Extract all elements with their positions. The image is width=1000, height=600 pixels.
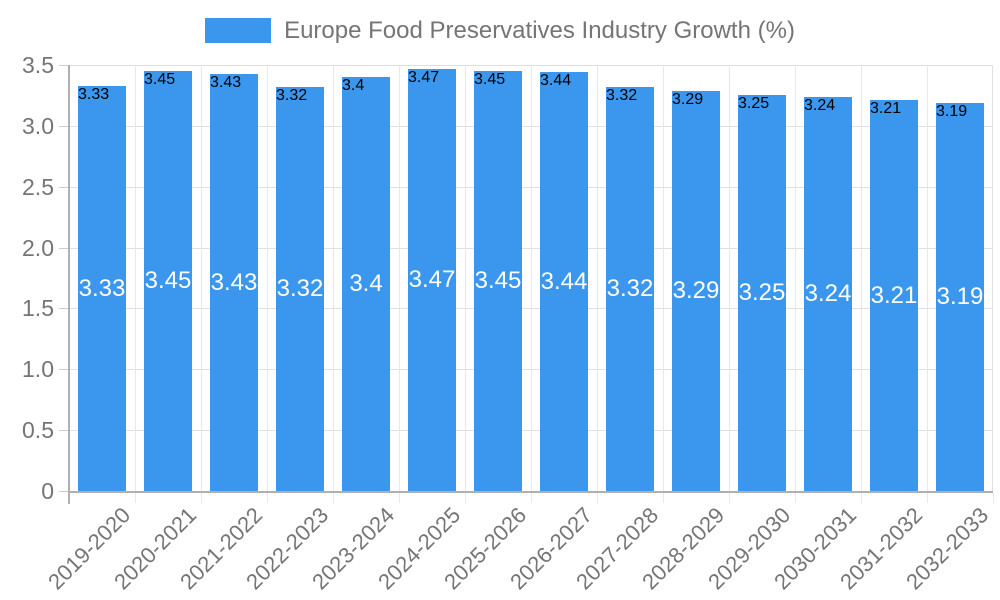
bar-value-label: 3.32 [606,275,654,302]
bar[interactable]: 3.29 [672,91,720,491]
x-axis-tick [927,493,928,503]
v-gridline [663,65,664,491]
bar[interactable]: 3.32 [276,87,324,491]
v-gridline [861,65,862,491]
bar[interactable]: 3.21 [870,100,918,491]
x-axis-tick [267,493,268,503]
bar[interactable]: 3.24 [804,97,852,491]
bar[interactable]: 3.25 [738,95,786,491]
v-gridline [927,65,928,491]
x-axis-tick [465,493,466,503]
bar-value-label: 3.4 [349,270,383,297]
y-axis-tick-label: 2.0 [22,235,54,261]
y-axis-tick [59,248,69,249]
y-axis-tick-label: 1.5 [22,295,54,321]
bar[interactable]: 3.32 [606,87,654,491]
v-gridline [531,65,532,491]
bar[interactable]: 3.45 [144,71,192,491]
y-axis-tick-label: 3.5 [22,52,54,78]
y-axis-tick [59,187,69,188]
v-gridline [729,65,730,491]
bar-value-label: 3.45 [474,267,522,294]
bar[interactable]: 3.44 [540,72,588,491]
y-axis-tick [59,369,69,370]
x-axis-tick [729,493,730,503]
y-axis-tick [59,126,69,127]
y-axis-tick-label: 2.5 [22,174,54,200]
v-gridline [465,65,466,491]
plot-right-border [992,65,993,493]
v-gridline [135,65,136,491]
y-axis-tick [59,65,69,66]
legend-label: Europe Food Preservatives Industry Growt… [284,16,795,44]
bar-value-label: 3.45 [144,267,192,294]
y-axis-tick-label: 3.0 [22,113,54,139]
y-axis-tick [59,308,69,309]
legend-swatch [205,18,272,43]
y-axis-tick [59,430,69,431]
bar-value-label: 3.25 [738,279,786,306]
bar[interactable]: 3.47 [408,69,456,491]
bar-value-label: 3.29 [672,277,720,304]
bar-value-label: 3.32 [276,275,324,302]
y-axis-line [68,65,70,504]
legend[interactable]: Europe Food Preservatives Industry Growt… [0,17,1000,44]
bar-value-label: 3.19 [936,283,984,310]
v-gridline [597,65,598,491]
y-axis-tick [59,491,69,492]
x-axis-tick [597,493,598,503]
v-gridline [333,65,334,491]
bar-value-label: 3.43 [210,269,258,296]
x-axis-line [68,491,993,493]
bar-value-label: 3.21 [870,282,918,309]
bar[interactable]: 3.33 [78,86,126,491]
v-gridline [795,65,796,491]
v-gridline [399,65,400,491]
v-gridline [201,65,202,491]
y-axis-tick-label: 1.0 [22,356,54,382]
x-axis-tick [201,493,202,503]
x-axis-tick [663,493,664,503]
x-axis-tick [333,493,334,503]
bar-value-label: 3.47 [408,266,456,293]
bar[interactable]: 3.4 [342,77,390,491]
y-axis-tick-label: 0 [41,478,54,504]
bar[interactable]: 3.45 [474,71,522,491]
y-axis-tick-label: 0.5 [22,417,54,443]
x-axis-tick [135,493,136,503]
bar-value-label: 3.33 [78,275,126,302]
x-axis-tick [795,493,796,503]
bar-value-label: 3.24 [804,280,852,307]
x-axis-tick [399,493,400,503]
bar-value-label: 3.44 [540,268,588,295]
x-axis-tick [993,493,994,503]
bar[interactable]: 3.19 [936,103,984,491]
bar[interactable]: 3.43 [210,74,258,491]
x-axis-tick [531,493,532,503]
x-axis-tick [861,493,862,503]
v-gridline [267,65,268,491]
